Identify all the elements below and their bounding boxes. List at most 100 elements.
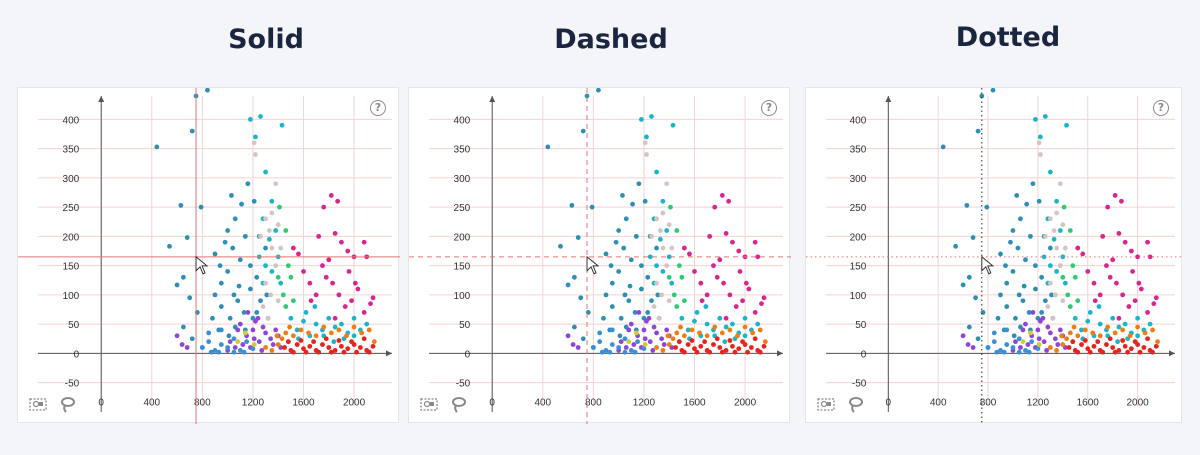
data-point: [735, 333, 740, 339]
data-point: [361, 239, 367, 245]
x-axis-arrow: [386, 350, 392, 357]
data-point: [1067, 228, 1073, 233]
data-point: [222, 239, 228, 245]
data-point: [1033, 286, 1038, 292]
data-point: [622, 292, 628, 298]
data-point: [666, 254, 672, 260]
data-point: [545, 144, 551, 150]
data-point: [953, 243, 959, 249]
data-point: [723, 324, 729, 330]
y-tick-label: 200: [63, 232, 80, 243]
scatter-plot-solid[interactable]: 0 400 800 1200 1600 2000 400 350 300 250 200 150 100…: [18, 88, 400, 424]
data-point: [273, 263, 279, 269]
data-point: [1075, 333, 1081, 339]
data-point: [259, 348, 265, 353]
data-point: [1054, 348, 1059, 353]
data-point: [719, 193, 725, 198]
data-point: [674, 228, 680, 233]
lasso-icon[interactable]: [449, 396, 469, 414]
data-point: [714, 336, 720, 342]
help-icon[interactable]: ?: [370, 100, 386, 116]
data-point: [371, 339, 377, 345]
data-point: [727, 338, 733, 343]
data-point: [1061, 204, 1067, 210]
data-point: [616, 269, 622, 274]
data-point: [1085, 318, 1091, 324]
y-tick-label: 400: [850, 115, 867, 126]
data-point: [991, 330, 997, 336]
data-point: [263, 330, 268, 336]
zoom-rect-icon[interactable]: [419, 396, 439, 414]
data-point: [998, 348, 1003, 353]
data-point: [745, 349, 750, 355]
data-point: [668, 204, 673, 210]
data-point: [759, 301, 764, 307]
data-point: [1132, 298, 1138, 304]
data-point: [339, 239, 344, 245]
help-icon[interactable]: ?: [1153, 100, 1169, 116]
data-point: [1092, 298, 1098, 304]
zoom-lens: [423, 400, 431, 408]
data-point: [235, 327, 241, 333]
data-point: [235, 298, 241, 304]
scatter-plot-dotted[interactable]: 0 400 800 1200 1600 2000 400 350 300 250 200 150 100…: [806, 88, 1183, 424]
data-point: [301, 269, 306, 274]
data-point: [565, 282, 571, 288]
data-point: [301, 318, 306, 324]
zoom-rect-icon[interactable]: [28, 396, 48, 414]
data-point: [730, 321, 735, 327]
data-point: [723, 231, 729, 236]
help-icon[interactable]: ?: [761, 100, 777, 116]
data-point: [251, 336, 257, 342]
x-tick-label: 0: [489, 397, 495, 408]
data-point: [273, 228, 279, 233]
y-tick-label: -50: [456, 379, 471, 390]
lasso-icon[interactable]: [58, 396, 78, 414]
zoom-rect-icon[interactable]: [816, 396, 836, 414]
data-point: [669, 245, 675, 251]
data-point: [1126, 304, 1132, 309]
data-point: [722, 339, 728, 345]
data-point: [570, 342, 576, 347]
data-point: [288, 315, 294, 321]
data-point: [206, 330, 212, 336]
data-point: [599, 349, 605, 355]
y-tick-label: 350: [454, 145, 471, 156]
data-point: [697, 330, 702, 336]
data-point: [1079, 342, 1084, 347]
data-point: [669, 280, 675, 286]
data-point: [639, 116, 644, 122]
data-point: [740, 298, 745, 304]
data-point: [244, 339, 250, 345]
data-point: [1041, 339, 1047, 345]
data-point: [603, 348, 609, 353]
data-point: [270, 342, 276, 347]
lasso-icon[interactable]: [846, 396, 866, 414]
chart-panel-solid[interactable]: 0 400 800 1200 1600 2000 400 350 300 250 200 150 100…: [17, 87, 400, 424]
data-point: [180, 274, 186, 280]
data-point: [1060, 298, 1066, 304]
y-tick-label: 50: [459, 320, 471, 331]
chart-panel-dotted[interactable]: 0 400 800 1200 1600 2000 400 350 300 250 200 150 100…: [805, 87, 1183, 424]
data-point: [1010, 345, 1016, 350]
data-point: [994, 349, 1000, 355]
data-point: [1116, 315, 1122, 321]
data-point: [1095, 339, 1101, 345]
data-point: [1060, 274, 1066, 280]
chart-panel-dashed[interactable]: 0 400 800 1200 1600 2000 400 350 300 250 200 150 100…: [408, 87, 791, 424]
data-point: [660, 348, 666, 353]
y-tick-label: 200: [454, 232, 471, 243]
data-point: [633, 330, 639, 336]
data-point: [752, 310, 758, 315]
scatter-plot-dashed[interactable]: 0 400 800 1200 1600 2000 400 350 300 250 200 150 100…: [409, 88, 791, 424]
data-point: [1067, 304, 1073, 309]
data-point: [1096, 304, 1102, 309]
data-point: [279, 336, 285, 342]
data-point: [727, 292, 733, 298]
data-point: [258, 233, 263, 239]
data-point: [256, 339, 262, 345]
data-point: [283, 228, 289, 233]
data-point: [644, 152, 649, 157]
y-tick-label: 350: [63, 145, 80, 156]
data-point: [622, 349, 628, 355]
